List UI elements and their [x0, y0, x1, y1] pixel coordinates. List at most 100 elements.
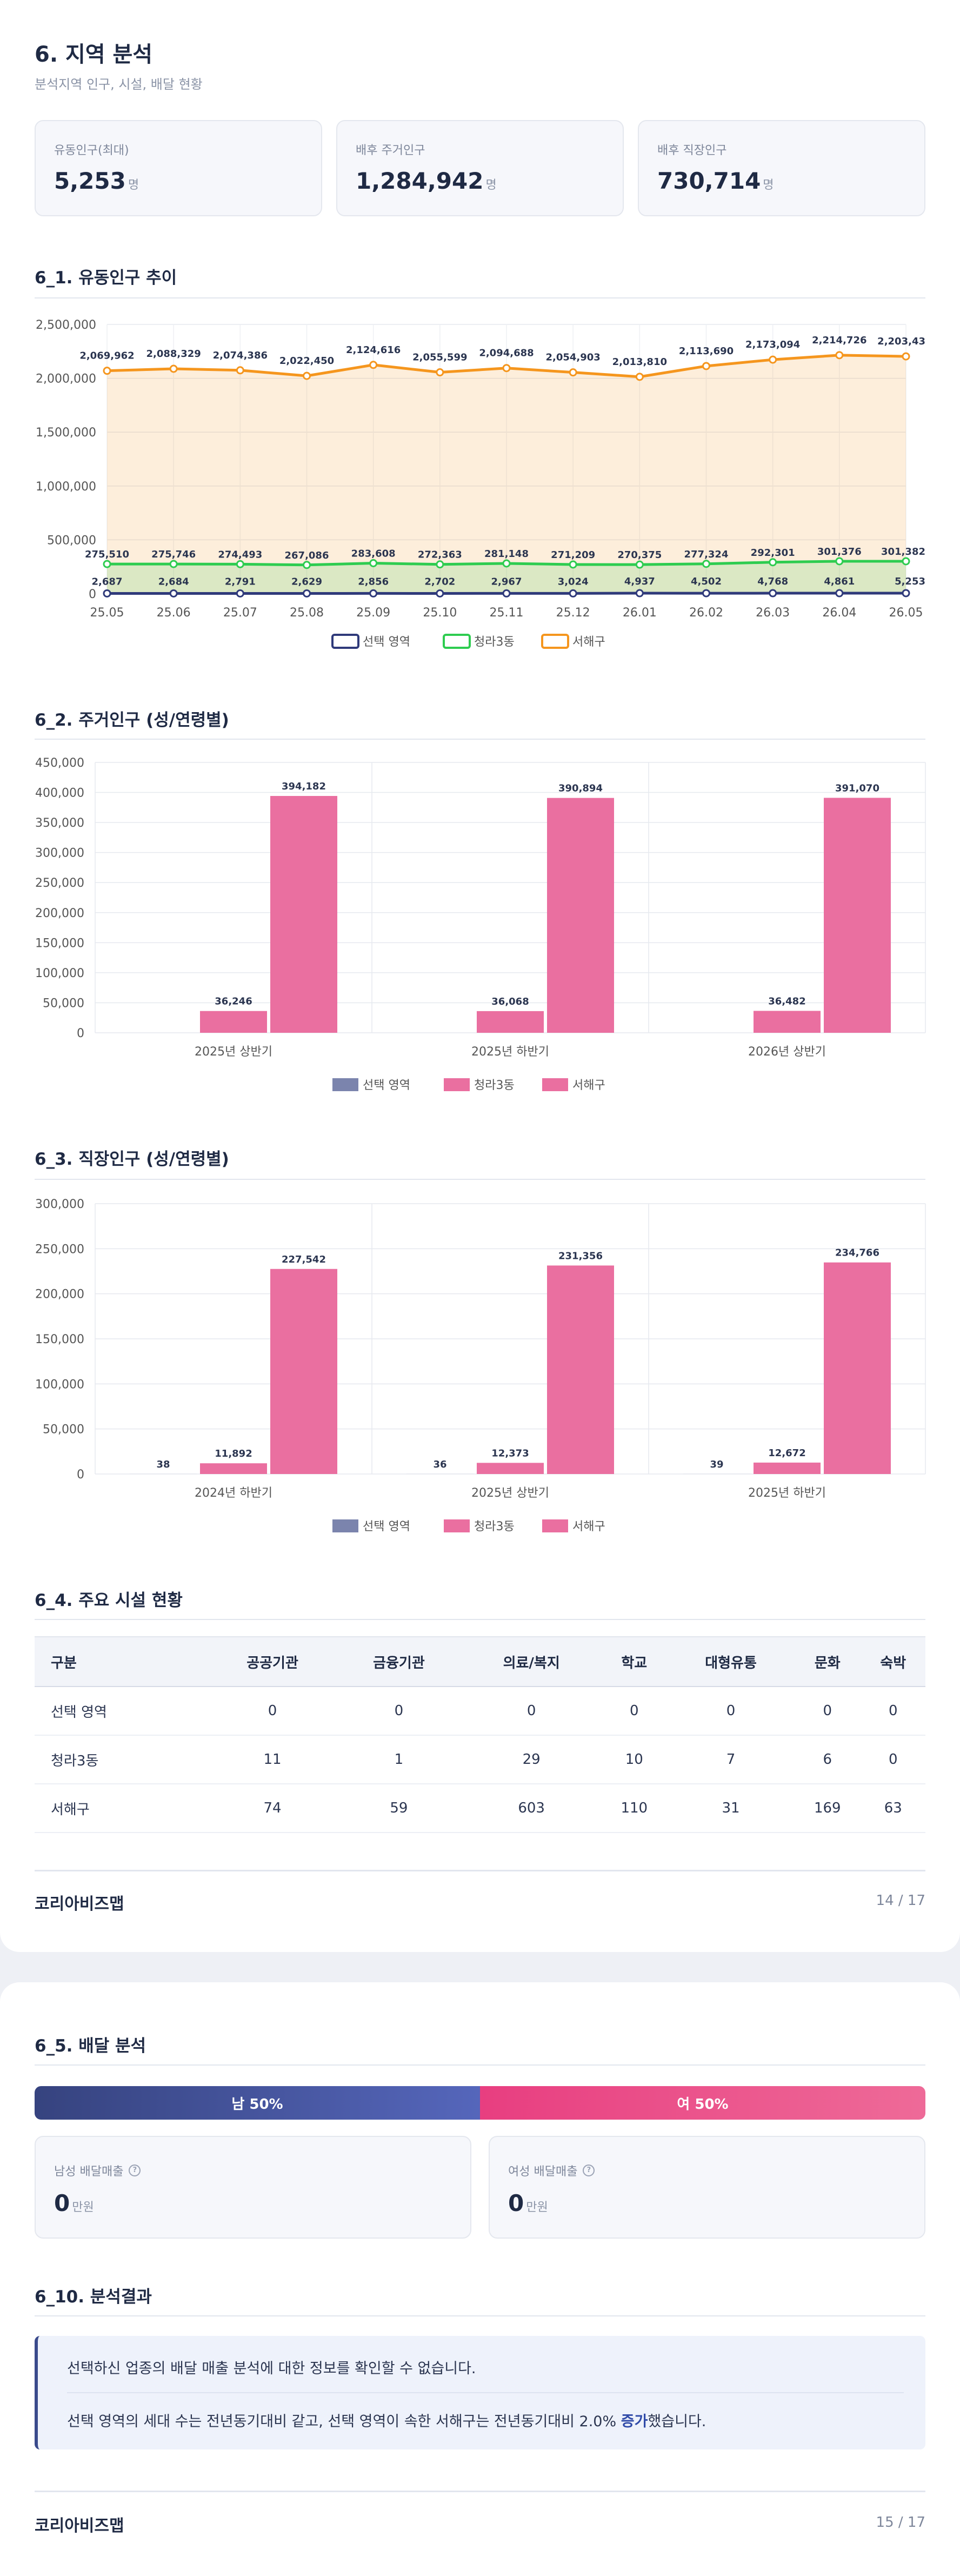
data-label: 12,373	[491, 1448, 529, 1459]
data-label: 270,375	[617, 549, 662, 561]
data-point	[369, 589, 378, 597]
data-label: 12,672	[768, 1448, 805, 1459]
y-tick-label: 150,000	[35, 937, 84, 950]
summary-card-workplace: 배후 직장인구 730,714 명	[638, 120, 925, 216]
bar	[754, 1462, 821, 1474]
y-tick-label: 200,000	[35, 907, 84, 920]
data-point	[303, 561, 311, 569]
table-cell: 603	[462, 1784, 601, 1833]
footer-brand: 코리아비즈맵	[35, 1895, 124, 1914]
data-label: 2,856	[358, 576, 389, 587]
series-area	[107, 355, 906, 594]
table-cell: 0	[209, 1687, 336, 1736]
y-tick-label: 0	[77, 1027, 84, 1040]
data-point	[236, 589, 244, 597]
data-point	[236, 560, 244, 568]
bar	[754, 1011, 821, 1033]
data-point	[369, 559, 378, 568]
bar	[270, 796, 337, 1033]
card-label: 배후 주거인구	[356, 144, 425, 157]
data-label: 2,094,688	[479, 348, 534, 359]
female-share-segment: 여 50%	[480, 2086, 925, 2120]
data-label: 2,967	[491, 576, 522, 587]
data-label: 2,074,386	[213, 350, 268, 361]
y-tick-label: 300,000	[35, 1198, 84, 1211]
data-label: 231,356	[558, 1250, 603, 1262]
page-number: 14 / 17	[876, 1893, 925, 1909]
divider	[35, 1179, 925, 1180]
data-label: 36,246	[215, 996, 252, 1007]
bar	[477, 1011, 544, 1033]
data-label: 2,055,599	[412, 352, 467, 363]
footer-brand: 코리아비즈맵	[35, 2517, 124, 2535]
card-value: 730,714 명	[657, 168, 774, 194]
divider	[35, 297, 925, 298]
table-cell: 29	[462, 1735, 601, 1784]
table-cell: 59	[335, 1784, 462, 1833]
facilities-table: 구분 공공기관 금융기관 의료/복지 학교 대형유통 문화 숙박 선택 영역 0…	[35, 1636, 925, 1833]
x-tick-label: 25.06	[157, 606, 191, 620]
y-tick-label: 400,000	[35, 787, 84, 800]
legend-swatch	[443, 634, 471, 649]
y-tick-label: 250,000	[35, 1243, 84, 1256]
bar	[200, 1463, 267, 1474]
data-point	[569, 589, 577, 597]
question-icon[interactable]: ?	[583, 2165, 595, 2176]
table-cell: 74	[209, 1784, 336, 1833]
x-tick-label: 26.03	[756, 606, 790, 620]
data-label: 4,937	[624, 576, 655, 587]
x-tick-label: 2025년 하반기	[748, 1486, 826, 1500]
data-label: 301,376	[817, 546, 862, 557]
y-tick-label: 500,000	[47, 534, 96, 547]
gender-share-bar: 남 50% 여 50%	[35, 2086, 925, 2120]
legend-label: 청라3동	[474, 1079, 515, 1092]
col-header: 금융기관	[335, 1636, 462, 1687]
y-tick-label: 1,500,000	[36, 426, 96, 440]
data-point	[902, 352, 910, 361]
table-cell: 110	[601, 1784, 668, 1833]
y-tick-label: 50,000	[43, 997, 84, 1010]
analysis-result-box: 선택하신 업종의 배달 매출 분석에 대한 정보를 확인할 수 없습니다. 선택…	[35, 2336, 925, 2449]
y-tick-label: 1,000,000	[36, 480, 96, 494]
data-label: 3,024	[558, 576, 589, 587]
card-label: 남성 배달매출	[54, 2165, 124, 2179]
col-header: 문화	[794, 1636, 861, 1687]
legend-label: 서해구	[572, 1079, 605, 1092]
table-cell: 0	[861, 1687, 925, 1736]
data-point	[635, 589, 644, 597]
x-tick-label: 25.12	[556, 606, 590, 620]
x-tick-label: 25.05	[90, 606, 124, 620]
data-label: 2,088,329	[146, 348, 201, 360]
data-point	[169, 560, 178, 568]
data-point	[702, 589, 710, 597]
data-label: 2,069,962	[79, 350, 134, 362]
data-label: 5,253	[895, 576, 925, 587]
col-header: 대형유통	[668, 1636, 794, 1687]
legend-label: 청라3동	[474, 1520, 515, 1533]
data-label: 2,702	[424, 576, 455, 587]
question-icon[interactable]: ?	[129, 2165, 141, 2176]
y-tick-label: 350,000	[35, 816, 84, 830]
card-value: 0 만원	[508, 2190, 548, 2216]
bar	[547, 798, 614, 1033]
facilities-title: 6_4. 주요 시설 현황	[35, 1591, 183, 1610]
col-header: 의료/복지	[462, 1636, 601, 1687]
data-point	[103, 367, 111, 375]
legend-swatch	[542, 1519, 568, 1532]
card-value: 5,253 명	[54, 168, 139, 194]
data-label: 2,013,810	[612, 356, 667, 368]
chart1-title: 6_1. 유동인구 추이	[35, 268, 177, 288]
y-tick-label: 100,000	[35, 1378, 84, 1391]
data-point	[702, 560, 710, 568]
x-tick-label: 2025년 상반기	[195, 1045, 272, 1059]
card-label: 배후 직장인구	[657, 144, 727, 157]
data-point	[303, 371, 311, 380]
data-label: 283,608	[351, 548, 396, 560]
data-point	[502, 364, 511, 373]
data-point	[835, 589, 844, 597]
bar	[824, 1262, 891, 1474]
male-share-segment: 남 50%	[35, 2086, 480, 2120]
table-row: 청라3동 11 1 29 10 7 6 0	[35, 1735, 925, 1784]
x-tick-label: 26.02	[689, 606, 723, 620]
divider	[35, 2064, 925, 2066]
